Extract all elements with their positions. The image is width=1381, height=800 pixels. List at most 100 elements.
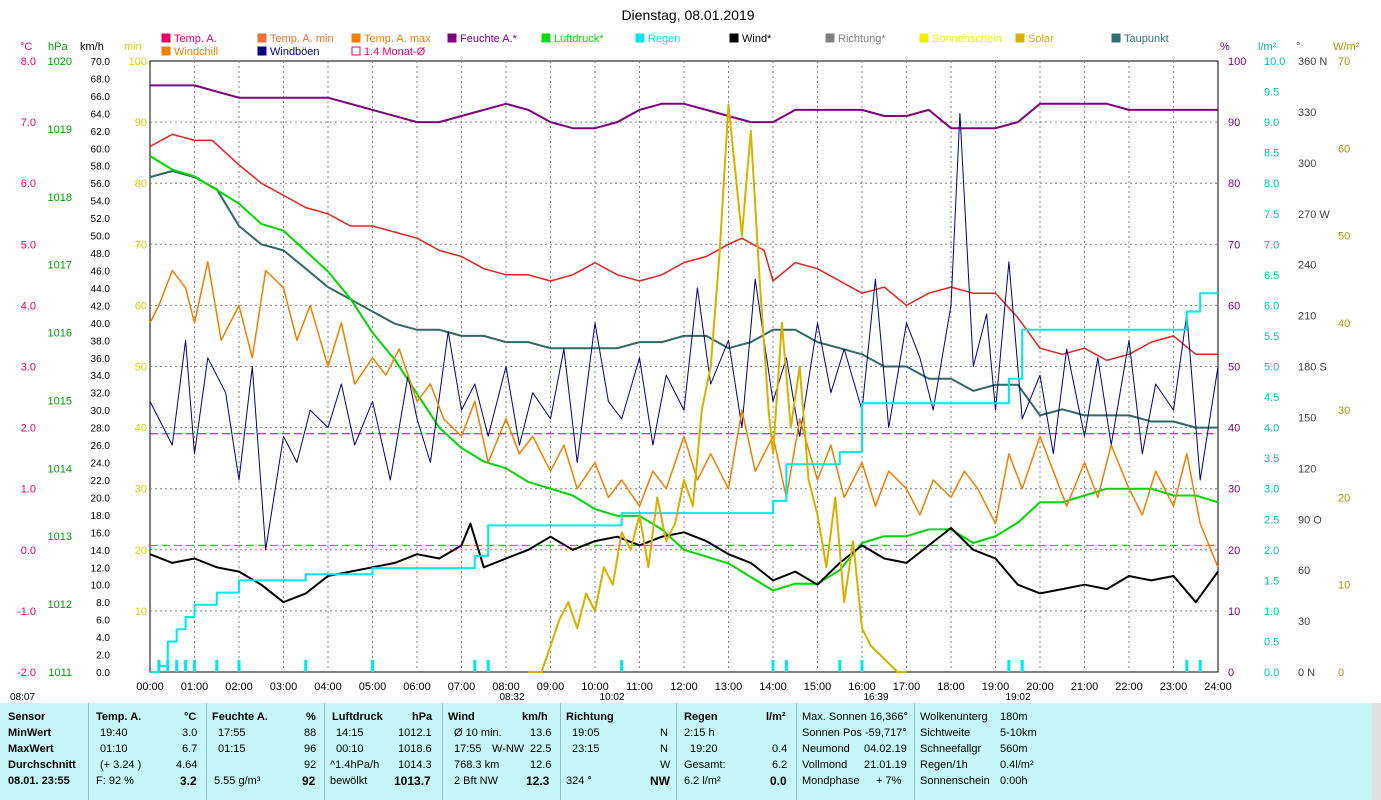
stat-mondphase: Mondphase	[802, 775, 860, 787]
solar-tick: 60	[1338, 143, 1350, 155]
stat-press-header: Luftdruck	[332, 711, 383, 723]
rain-tick: 4.0	[1264, 423, 1279, 435]
legend-swatch	[825, 33, 835, 43]
wind-tick: 38.0	[91, 336, 111, 347]
minutes-tick: 100	[129, 56, 147, 68]
wind-tick: 54.0	[91, 197, 111, 208]
humidity-tick: 20	[1228, 545, 1240, 557]
rain-tick: 1.0	[1264, 606, 1279, 618]
legend-swatch	[1111, 33, 1121, 43]
weather-chart: Dienstag, 08.01.2019 Temp. A. Temp. A. mi…	[10, 7, 1360, 703]
pressure-tick: 1013	[48, 531, 72, 543]
x-tick: 04:00	[314, 681, 342, 693]
chart-title: Dienstag, 08.01.2019	[621, 7, 754, 23]
x-tick: 14:00	[759, 681, 787, 693]
wind-tick: 46.0	[91, 266, 111, 277]
legend-swatch	[257, 46, 267, 56]
pressure-tick: 1011	[48, 667, 72, 679]
stat-current-label: 08.01. 23:55	[8, 775, 70, 787]
legend-label: Windböen	[270, 46, 320, 58]
wind-tick: 14.0	[91, 546, 111, 557]
temp-tick: 3.0	[21, 362, 36, 374]
stat-press-avg-label: ^1.4hPa/h	[330, 759, 380, 771]
stat-neumond: Neumond	[802, 743, 850, 755]
rain-tick: 10.0	[1264, 56, 1285, 68]
legend-label: Taupunkt	[1124, 33, 1169, 45]
stat-dir-max-val: N	[660, 743, 668, 755]
rain-bar	[784, 660, 788, 672]
marker-label: 08:32	[499, 692, 524, 703]
direction-tick: 150	[1298, 412, 1316, 424]
axis-headers: °C hPa km/h min % l/m² ° W/m²	[20, 41, 1360, 53]
series-line-feuchte-a-	[150, 84, 1218, 130]
stat-wind-cur-val: 12.3	[526, 774, 550, 788]
series-line-wind-	[149, 522, 1219, 604]
x-tick: 16:00	[848, 681, 876, 693]
temp-tick: 8.0	[21, 56, 36, 68]
stat-rain-avg-label: Gesamt:	[684, 759, 726, 771]
rain-tick: 9.5	[1264, 87, 1279, 99]
solar-tick: 20	[1338, 492, 1350, 504]
rain-tick: 8.5	[1264, 148, 1279, 160]
direction-tick: 30	[1298, 616, 1310, 628]
rain-bar	[838, 660, 842, 672]
stat-regen1h-val: 0.4l/m²	[1000, 759, 1034, 771]
legend-swatch	[635, 33, 645, 43]
stat-wind-max-val: 22.5	[530, 743, 552, 755]
marker-label: 16:39	[863, 692, 888, 703]
x-tick: 21:00	[1071, 681, 1099, 693]
legend-swatch	[257, 33, 267, 43]
vertical-scrollbar[interactable]	[1372, 703, 1381, 800]
wind-tick: 42.0	[91, 301, 111, 312]
rain-bar	[193, 660, 196, 672]
wind-tick: 64.0	[91, 109, 111, 120]
rain-bar	[1007, 660, 1011, 672]
temp-tick: -2.0	[17, 667, 36, 679]
minutes-tick: 50	[135, 362, 147, 374]
rain-bar	[486, 660, 490, 672]
wind-tick: 60.0	[91, 144, 111, 155]
rain-bar	[371, 660, 374, 672]
humidity-tick: 40	[1228, 423, 1240, 435]
stat-press-avg-val: 1014.3	[398, 759, 432, 771]
stat-vollmond: Vollmond	[802, 759, 848, 771]
rain-tick: 5.5	[1264, 331, 1279, 343]
rain-tick: 0.0	[1264, 667, 1279, 679]
legend: Temp. A. Temp. A. min Temp. A. max Feuchte …	[161, 33, 1169, 58]
stat-temp-header: Temp. A.	[96, 711, 142, 723]
wind-tick: 0.0	[96, 668, 110, 679]
stat-dir-min-time: 19:05	[572, 727, 600, 739]
rain-bar	[175, 660, 179, 672]
wind-tick: 68.0	[91, 74, 111, 85]
rain-bar	[215, 660, 219, 672]
legend-label: Regen	[648, 33, 680, 45]
legend-label: Solar	[1028, 33, 1054, 45]
wind-tick: 10.0	[91, 581, 111, 592]
x-tick: 22:00	[1115, 681, 1143, 693]
right-axes: 100908070605040302010010.09.59.08.58.07.…	[1228, 56, 1350, 679]
wind-tick: 18.0	[91, 511, 111, 522]
stat-hum-header: Feuchte A.	[212, 711, 268, 723]
x-tick: 24:00	[1204, 681, 1232, 693]
wind-tick: 28.0	[91, 424, 111, 435]
rain-tick: 6.0	[1264, 300, 1279, 312]
stat-hum-max-val: 96	[304, 743, 317, 755]
rain-tick: 2.5	[1264, 514, 1279, 526]
x-tick: 08:00	[492, 681, 520, 693]
stat-rain-cur-label: 6.2 l/m²	[684, 775, 721, 787]
stat-temp-unit: °C	[184, 711, 197, 723]
header-lm2: l/m²	[1258, 41, 1277, 53]
stat-rain-header: Regen	[684, 711, 718, 723]
header-percent: %	[1220, 41, 1230, 53]
rain-tick: 3.5	[1264, 453, 1279, 465]
header-kmh: km/h	[80, 41, 104, 53]
stat-temp-max-val: 6.7	[182, 743, 198, 755]
stat-rain-cur-val: 0.0	[770, 774, 787, 788]
minutes-tick: 70	[135, 239, 147, 251]
wind-tick: 34.0	[91, 371, 111, 382]
wind-tick: 62.0	[91, 127, 111, 138]
left-axes: 8.07.06.05.04.03.02.01.00.0-1.0-2.010201…	[17, 56, 147, 679]
wind-tick: 44.0	[91, 284, 111, 295]
humidity-tick: 80	[1228, 178, 1240, 190]
pressure-tick: 1017	[48, 260, 72, 272]
